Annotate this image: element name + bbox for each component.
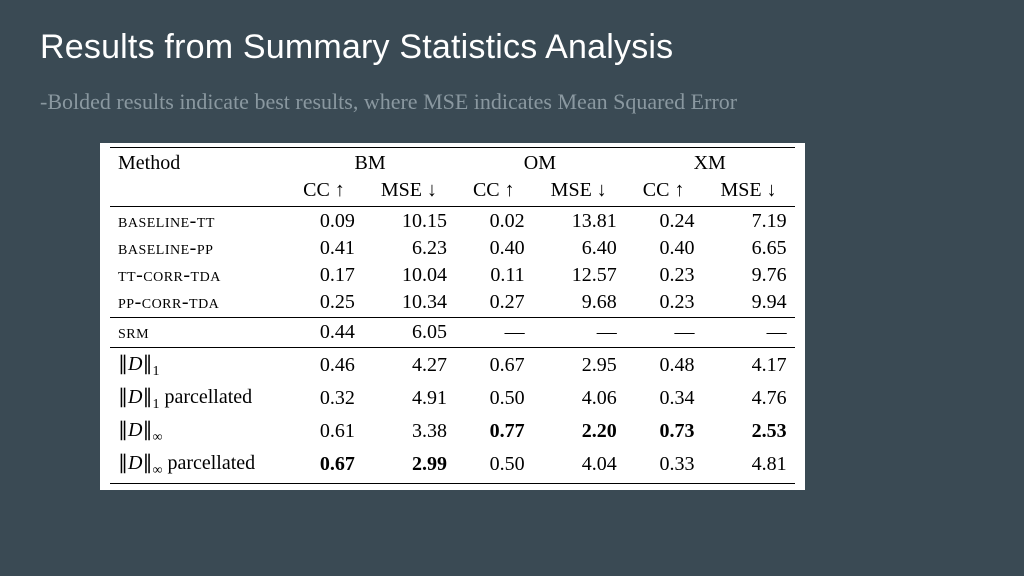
- cell: —: [625, 318, 703, 348]
- row-label: baseline-pp: [110, 235, 285, 262]
- cell: 0.17: [285, 262, 363, 289]
- cell: 0.40: [455, 235, 533, 262]
- row-label: srm: [110, 318, 285, 348]
- page-title: Results from Summary Statistics Analysis: [40, 28, 984, 67]
- cell: 0.50: [455, 448, 533, 484]
- table-row: tt-corr-tda0.1710.040.1112.570.239.76: [110, 262, 795, 289]
- cell: 12.57: [533, 262, 625, 289]
- table-body: baseline-tt0.0910.150.0213.810.247.19bas…: [110, 207, 795, 484]
- results-table: Method BM OM XM CC ↑ MSE ↓ CC ↑ MSE ↓ CC…: [110, 147, 795, 484]
- cell: 10.34: [363, 289, 455, 318]
- cell: 7.19: [702, 207, 794, 236]
- header-mse-bm: MSE ↓: [363, 177, 455, 207]
- cell: 4.81: [702, 448, 794, 484]
- cell: 0.40: [625, 235, 703, 262]
- header-blank: [110, 177, 285, 207]
- row-label: ∥D∥1 parcellated: [110, 382, 285, 415]
- row-label: pp-corr-tda: [110, 289, 285, 318]
- cell: 0.41: [285, 235, 363, 262]
- cell: 4.06: [533, 382, 625, 415]
- cell: 0.33: [625, 448, 703, 484]
- table-row: baseline-pp0.416.230.406.400.406.65: [110, 235, 795, 262]
- cell: 4.27: [363, 348, 455, 383]
- cell: 0.23: [625, 289, 703, 318]
- table-row: baseline-tt0.0910.150.0213.810.247.19: [110, 207, 795, 236]
- cell: 2.95: [533, 348, 625, 383]
- header-group-bm: BM: [285, 148, 455, 178]
- cell: 0.46: [285, 348, 363, 383]
- page-subtitle: -Bolded results indicate best results, w…: [40, 89, 984, 115]
- row-label: ∥D∥∞: [110, 415, 285, 448]
- cell: 10.04: [363, 262, 455, 289]
- header-cc-om: CC ↑: [455, 177, 533, 207]
- cell: 6.23: [363, 235, 455, 262]
- row-label: ∥D∥1: [110, 348, 285, 383]
- cell: 0.02: [455, 207, 533, 236]
- header-group-om: OM: [455, 148, 625, 178]
- cell: —: [533, 318, 625, 348]
- table-row: ∥D∥∞0.613.380.772.200.732.53: [110, 415, 795, 448]
- row-label: tt-corr-tda: [110, 262, 285, 289]
- cell: 0.67: [455, 348, 533, 383]
- cell: 0.32: [285, 382, 363, 415]
- header-cc-xm: CC ↑: [625, 177, 703, 207]
- table-row: ∥D∥1 parcellated0.324.910.504.060.344.76: [110, 382, 795, 415]
- results-table-container: Method BM OM XM CC ↑ MSE ↓ CC ↑ MSE ↓ CC…: [100, 143, 805, 490]
- cell: 0.34: [625, 382, 703, 415]
- cell: 4.91: [363, 382, 455, 415]
- cell: 10.15: [363, 207, 455, 236]
- cell: 0.27: [455, 289, 533, 318]
- cell: 0.48: [625, 348, 703, 383]
- cell: 9.94: [702, 289, 794, 318]
- cell: 0.23: [625, 262, 703, 289]
- cell: 0.44: [285, 318, 363, 348]
- header-mse-xm: MSE ↓: [702, 177, 794, 207]
- cell: 0.11: [455, 262, 533, 289]
- cell: 2.20: [533, 415, 625, 448]
- header-cc-bm: CC ↑: [285, 177, 363, 207]
- cell: 0.67: [285, 448, 363, 484]
- header-mse-om: MSE ↓: [533, 177, 625, 207]
- cell: 13.81: [533, 207, 625, 236]
- cell: 6.65: [702, 235, 794, 262]
- cell: 0.73: [625, 415, 703, 448]
- cell: 9.68: [533, 289, 625, 318]
- cell: 3.38: [363, 415, 455, 448]
- cell: —: [702, 318, 794, 348]
- cell: 0.09: [285, 207, 363, 236]
- cell: 6.40: [533, 235, 625, 262]
- header-method: Method: [110, 148, 285, 178]
- table-row: ∥D∥∞ parcellated0.672.990.504.040.334.81: [110, 448, 795, 484]
- table-header: Method BM OM XM CC ↑ MSE ↓ CC ↑ MSE ↓ CC…: [110, 148, 795, 207]
- cell: —: [455, 318, 533, 348]
- header-group-xm: XM: [625, 148, 795, 178]
- table-row: srm0.446.05————: [110, 318, 795, 348]
- cell: 0.50: [455, 382, 533, 415]
- cell: 6.05: [363, 318, 455, 348]
- cell: 0.77: [455, 415, 533, 448]
- cell: 2.53: [702, 415, 794, 448]
- cell: 4.04: [533, 448, 625, 484]
- table-row: pp-corr-tda0.2510.340.279.680.239.94: [110, 289, 795, 318]
- cell: 4.76: [702, 382, 794, 415]
- cell: 0.24: [625, 207, 703, 236]
- row-label: ∥D∥∞ parcellated: [110, 448, 285, 484]
- row-label: baseline-tt: [110, 207, 285, 236]
- cell: 0.25: [285, 289, 363, 318]
- cell: 4.17: [702, 348, 794, 383]
- cell: 0.61: [285, 415, 363, 448]
- table-row: ∥D∥10.464.270.672.950.484.17: [110, 348, 795, 383]
- cell: 9.76: [702, 262, 794, 289]
- cell: 2.99: [363, 448, 455, 484]
